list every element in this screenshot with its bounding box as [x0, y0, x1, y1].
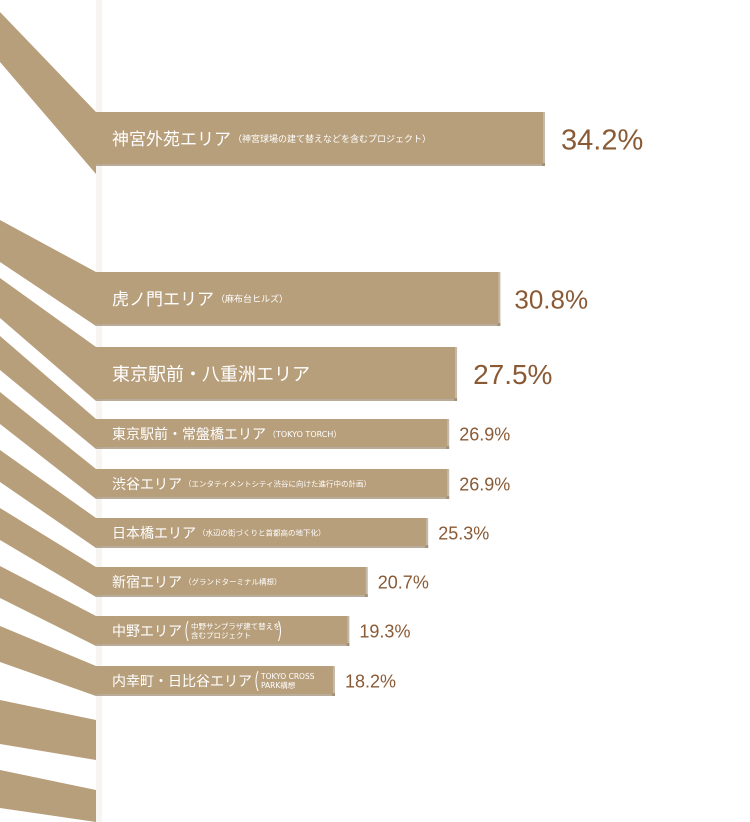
decorative-beam-3 [0, 278, 96, 401]
bar [96, 616, 348, 644]
value-label: 30.8% [514, 284, 588, 314]
value-label: 26.9% [459, 474, 510, 494]
bar-note: （水辺の街づくりと首都高の地下化） [198, 528, 326, 538]
bar-edge [497, 272, 501, 326]
decorative-beam-1 [0, 12, 96, 174]
note-close-paren [340, 670, 344, 692]
decorative-beam-10 [0, 700, 96, 760]
bar-note: （麻布台ヒルズ） [216, 293, 288, 305]
decorative-beam-4 [0, 336, 96, 449]
bar-note-line: PARK構想 [261, 680, 296, 690]
spine-panel [96, 0, 102, 822]
value-label: 25.3% [438, 523, 489, 543]
decorative-beam-9 [0, 626, 96, 696]
bar-note-line: 中野サンプラザ建て替えを [191, 621, 281, 631]
decorative-beam-11 [0, 770, 96, 822]
note-close-paren [278, 620, 281, 642]
bar-edge [364, 567, 368, 597]
bar-label: 日本橋エリア [112, 526, 196, 542]
bar-note-line: TOKYO CROSS [260, 672, 315, 681]
value-label: 18.2% [345, 671, 396, 691]
bar-shadow [96, 643, 350, 646]
bar-label: 東京駅前・常盤橋エリア [112, 426, 266, 443]
bar-shadow [96, 693, 335, 696]
bar-edge [542, 112, 546, 166]
bar [96, 112, 544, 164]
bar-group-2: 虎ノ門エリア （麻布台ヒルズ） 30.8% [96, 272, 588, 326]
bar-shadow [96, 398, 458, 401]
bar-group-4: 東京駅前・常盤橋エリア （TOKYO TORCH） 26.9% [96, 419, 510, 449]
bar [96, 469, 448, 497]
value-label: 34.2% [561, 124, 643, 156]
bar-edge [446, 419, 450, 449]
bar [96, 272, 499, 324]
value-label: 20.7% [378, 572, 429, 592]
bar-label: 神宮外苑エリア [112, 130, 231, 150]
note-open-paren [255, 670, 259, 692]
bar-group-5: 渋谷エリア （エンタテイメントシティ渋谷に向けた進行中の計画） 26.9% [96, 469, 510, 499]
bar [96, 567, 366, 595]
value-label: 27.5% [473, 359, 552, 390]
decorative-beam-6 [0, 450, 96, 548]
bar-note: （TOKYO TORCH） [268, 430, 341, 439]
bar-note: （エンタテイメントシティ渋谷に向けた進行中の計画） [184, 479, 371, 489]
bar-group-1: 神宮外苑エリア （神宮球場の建て替えなどを含むプロジェクト） 34.2% [96, 112, 643, 166]
value-label: 19.3% [359, 621, 410, 641]
bar-shadow [96, 163, 546, 166]
bar-shadow [96, 496, 450, 499]
bar-group-6: 日本橋エリア （水辺の街づくりと首都高の地下化） 25.3% [96, 518, 489, 548]
bar-label: 渋谷エリア [112, 477, 182, 493]
bar-shadow [96, 594, 368, 597]
bar-group-3: 東京駅前・八重洲エリア 27.5% [96, 347, 552, 401]
bar-shadow [96, 323, 501, 326]
bar-label: 新宿エリア [112, 574, 182, 591]
bar-edge [331, 666, 335, 696]
bar-note: （神宮球場の建て替えなどを含むプロジェクト） [233, 133, 431, 145]
decorative-beam-8 [0, 566, 96, 646]
bar-edge [454, 347, 458, 401]
decorative-beam-7 [0, 508, 96, 597]
bar-group-7: 新宿エリア （グランドターミナル構想） 20.7% [96, 567, 429, 597]
bar-edge [425, 518, 429, 548]
bar-note-line: 含むプロジェクト [191, 630, 251, 640]
decorative-beam-5 [0, 392, 96, 499]
bar-label: 中野エリア [112, 624, 182, 640]
bar [96, 518, 427, 546]
bar-edge [446, 469, 450, 499]
decorative-beam-2 [0, 220, 96, 326]
bar [96, 666, 333, 694]
bar-edge [346, 616, 350, 646]
value-label: 26.9% [459, 424, 510, 444]
note-open-paren [185, 620, 189, 642]
bar-label: 東京駅前・八重洲エリア [112, 364, 310, 385]
bar [96, 347, 456, 399]
bar-note: （グランドターミナル構想） [184, 577, 282, 587]
bar-shadow [96, 545, 429, 548]
bar-label: 内幸町・日比谷エリア [112, 674, 252, 690]
bar-shadow [96, 446, 450, 449]
bar [96, 419, 448, 447]
bar-label: 虎ノ門エリア [112, 290, 214, 310]
